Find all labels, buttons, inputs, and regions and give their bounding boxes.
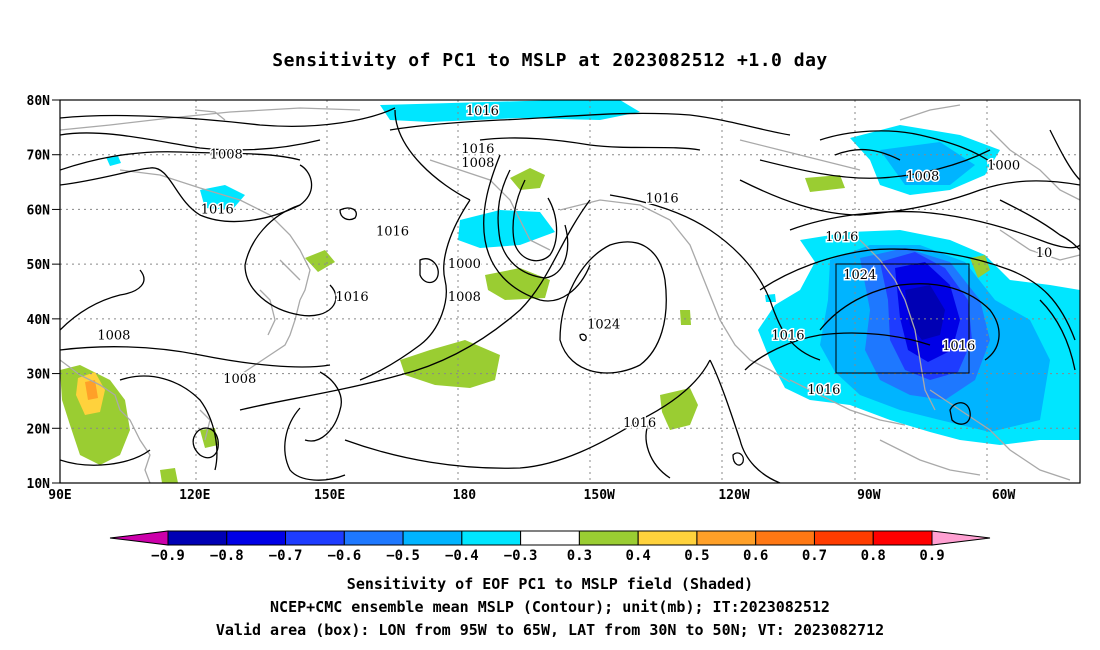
colorbar-swatch bbox=[226, 530, 287, 546]
colorbar-swatch bbox=[109, 530, 169, 546]
lat-tick-label: 40N bbox=[27, 313, 51, 328]
contour-label: 1016 bbox=[825, 230, 858, 245]
chart-title: Sensitivity of PC1 to MSLP at 2023082512… bbox=[272, 50, 828, 71]
contour-label: 1016 bbox=[646, 191, 679, 206]
colorbar-swatch bbox=[578, 530, 639, 546]
lon-tick-label: 90E bbox=[48, 488, 71, 503]
lat-tick-label: 60N bbox=[27, 203, 51, 218]
colorbar-label: −0.4 bbox=[445, 548, 479, 564]
colorbar-swatch bbox=[167, 530, 228, 546]
mslp-contours bbox=[60, 107, 1080, 483]
contour-label: 1008 bbox=[461, 156, 494, 171]
colorbar-swatch bbox=[461, 530, 522, 546]
plot-frame bbox=[59, 99, 1081, 484]
contour-label: 1016 bbox=[376, 224, 409, 239]
colorbar-swatch bbox=[931, 530, 991, 546]
contour-label: 1016 bbox=[336, 290, 369, 305]
colorbar-swatch bbox=[696, 530, 757, 546]
lon-tick-label: 180 bbox=[453, 488, 477, 503]
colorbar-swatch bbox=[872, 530, 933, 546]
lat-lon-grid bbox=[60, 100, 1080, 483]
contour-label: 1008 bbox=[906, 170, 939, 185]
colorbar-label: −0.8 bbox=[210, 548, 244, 564]
contour-label: 1000 bbox=[448, 257, 481, 272]
colorbar-swatch bbox=[343, 530, 404, 546]
contour-label: 1000 bbox=[987, 159, 1020, 174]
colorbar-label: −0.3 bbox=[504, 548, 538, 564]
lat-tick-label: 10N bbox=[27, 477, 51, 492]
contour-label: 1016 bbox=[771, 328, 804, 343]
lat-tick-label: 80N bbox=[27, 94, 51, 109]
colorbar-label: 0.7 bbox=[802, 548, 827, 564]
colorbar-label: 0.4 bbox=[626, 548, 651, 564]
colorbar-label: −0.9 bbox=[151, 548, 185, 564]
contour-label: 1008 bbox=[210, 148, 243, 163]
lon-tick-label: 60W bbox=[992, 488, 1016, 503]
colorbar-label: −0.6 bbox=[327, 548, 361, 564]
lon-tick-label: 120W bbox=[718, 488, 749, 503]
colorbar-label: 0.8 bbox=[861, 548, 886, 564]
colorbar-label: 0.5 bbox=[684, 548, 709, 564]
contour-label: 1016 bbox=[942, 339, 975, 354]
colorbar-swatch bbox=[402, 530, 463, 546]
contour-label: 1008 bbox=[223, 372, 256, 387]
contour-label: 1016 bbox=[201, 202, 234, 217]
colorbar-swatch bbox=[813, 530, 874, 546]
colorbar-swatch bbox=[285, 530, 345, 546]
caption-line-2: NCEP+CMC ensemble mean MSLP (Contour); u… bbox=[270, 598, 830, 616]
lat-tick-label: 30N bbox=[27, 368, 51, 383]
contour-label: 1008 bbox=[97, 328, 130, 343]
contour-label: 1016 bbox=[807, 383, 840, 398]
lat-tick-label: 20N bbox=[27, 422, 51, 437]
caption-line-3: Valid area (box): LON from 95W to 65W, L… bbox=[215, 621, 885, 639]
lon-tick-label: 150W bbox=[584, 488, 615, 503]
contour-label: 1016 bbox=[466, 104, 499, 119]
lon-tick-label: 150E bbox=[314, 488, 345, 503]
contour-label: 1016 bbox=[461, 142, 494, 157]
caption-line-1: Sensitivity of EOF PC1 to MSLP field (Sh… bbox=[346, 575, 754, 593]
lon-tick-label: 90W bbox=[857, 488, 881, 503]
lat-tick-label: 70N bbox=[27, 149, 51, 164]
contour-label: 1024 bbox=[843, 268, 876, 283]
colorbar-label: 0.6 bbox=[743, 548, 768, 564]
colorbar-swatch bbox=[637, 530, 698, 546]
lat-tick-label: 50N bbox=[27, 258, 51, 273]
colorbar-label: −0.7 bbox=[269, 548, 303, 564]
colorbar-label: 0.9 bbox=[919, 548, 944, 564]
contour-label: 10 bbox=[1036, 246, 1053, 261]
colorbar-label: 0.3 bbox=[567, 548, 592, 564]
colorbar-swatch bbox=[520, 530, 580, 546]
colorbar-swatch bbox=[755, 530, 815, 546]
contour-label: 1008 bbox=[448, 290, 481, 305]
valid-area-box bbox=[835, 263, 970, 374]
contour-label: 1024 bbox=[587, 317, 620, 332]
coastlines bbox=[60, 104, 1080, 483]
lon-tick-label: 120E bbox=[179, 488, 210, 503]
colorbar-label: −0.5 bbox=[386, 548, 420, 564]
colorbar: −0.9 −0.8 −0.7 −0.6 −0.5 −0.4 −0.3 0.3 0.4 0.5 0.6… bbox=[109, 530, 991, 564]
contour-label: 1016 bbox=[623, 416, 656, 431]
